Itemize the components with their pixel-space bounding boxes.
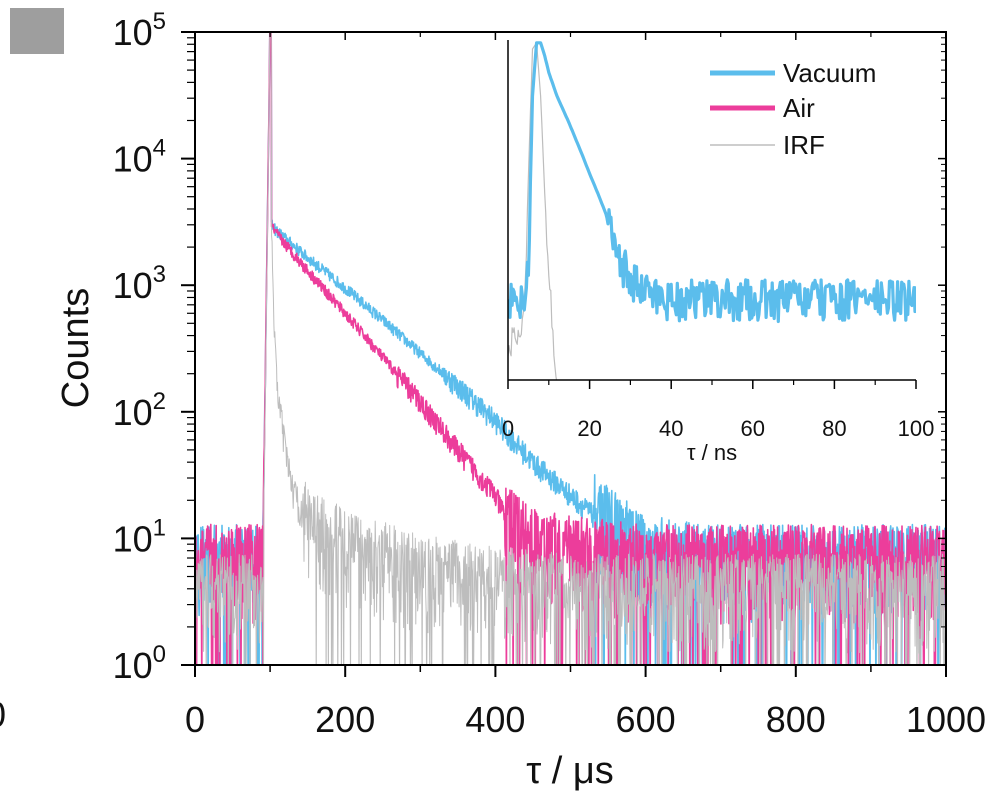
inset-series-line-vacuum (508, 41, 916, 324)
inset-background (508, 40, 916, 380)
inset-x-tick-label: 100 (898, 416, 935, 441)
main-series-layer (195, 32, 946, 665)
inset-x-axis: 0 20 40 60 80 100 (502, 380, 934, 441)
inset-x-tick-label: 60 (741, 416, 765, 441)
inset-x-axis-title: τ / ns (687, 440, 737, 465)
inset-x-tick-label: 80 (822, 416, 846, 441)
main-x-tick-label: 1000 (906, 699, 986, 740)
series-line-air (195, 32, 946, 665)
main-x-tick-label: 600 (616, 699, 676, 740)
main-y-tick-label: 103 (113, 261, 166, 306)
main-y-axis: 100 101 102 103 104 105 (113, 8, 946, 686)
main-y-axis-title: Counts (55, 288, 97, 408)
main-y-tick-label: 104 (113, 135, 166, 180)
inset-plot: 0 20 40 60 80 100 τ / ns (502, 40, 934, 465)
inset-x-tick-label: 0 (502, 416, 514, 441)
legend: Vacuum Air IRF (710, 58, 876, 160)
main-x-axis-title: τ / μs (526, 750, 614, 792)
main-x-tick-label: 400 (465, 699, 525, 740)
cropped-edge-label: 0 (0, 694, 6, 736)
main-y-tick-label: 101 (113, 514, 166, 559)
main-x-tick-label: 0 (185, 699, 205, 740)
legend-label-vacuum: Vacuum (783, 58, 876, 88)
main-x-tick-label: 800 (766, 699, 826, 740)
main-x-tick-label: 200 (315, 699, 375, 740)
main-y-tick-label: 105 (113, 8, 166, 53)
inset-series-line-irf (508, 42, 558, 380)
main-x-axis: 0 200 400 600 800 1000 (185, 32, 986, 740)
inset-series-layer (508, 41, 916, 380)
main-y-tick-label: 102 (113, 388, 166, 433)
legend-label-air: Air (783, 93, 815, 123)
inset-x-tick-label: 40 (659, 416, 683, 441)
series-line-irf (195, 32, 946, 665)
main-y-tick-label: 100 (113, 641, 166, 686)
panel-label-badge (10, 8, 64, 54)
inset-x-tick-label: 20 (577, 416, 601, 441)
legend-label-irf: IRF (783, 130, 825, 160)
